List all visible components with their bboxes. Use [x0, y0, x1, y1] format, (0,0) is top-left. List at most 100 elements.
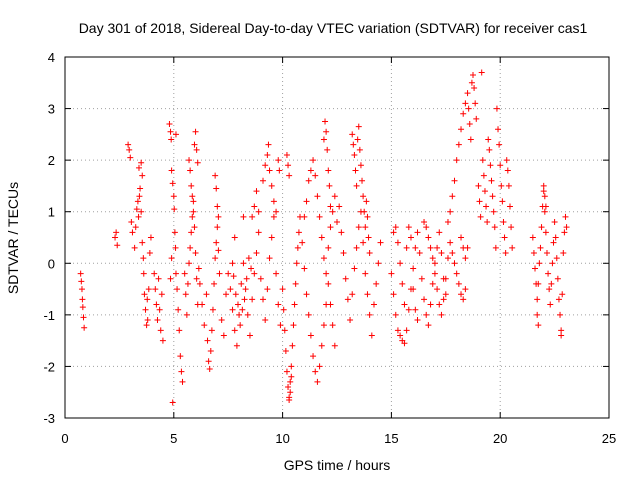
data-point [127, 154, 134, 161]
data-point [190, 208, 197, 215]
data-point [487, 162, 494, 169]
data-point [501, 234, 508, 241]
y-tick-label: 1 [48, 205, 55, 220]
data-point [229, 306, 236, 313]
data-point [563, 224, 570, 231]
data-point [546, 286, 553, 293]
data-point [79, 296, 86, 303]
data-point [529, 234, 536, 241]
data-point [166, 121, 173, 128]
data-point [552, 234, 559, 241]
data-point [172, 244, 179, 251]
data-point [227, 286, 234, 293]
data-point [174, 286, 181, 293]
data-point [213, 185, 220, 192]
y-tick-label: 3 [48, 102, 55, 117]
data-point [392, 311, 399, 318]
data-point [265, 141, 272, 148]
data-point [318, 342, 325, 349]
data-point [388, 270, 395, 277]
y-tick-label: -2 [43, 359, 55, 374]
data-point [453, 270, 460, 277]
data-point [354, 136, 361, 143]
data-point [236, 311, 243, 318]
data-point [253, 249, 260, 256]
data-point [336, 203, 343, 210]
data-point [188, 229, 195, 236]
data-point [368, 332, 375, 339]
data-point [159, 337, 166, 344]
data-point [283, 368, 290, 375]
data-point [216, 270, 223, 277]
data-point [377, 239, 384, 246]
data-point [206, 366, 213, 373]
data-point [290, 322, 297, 329]
data-point [253, 188, 260, 195]
data-point [466, 121, 473, 128]
data-point [360, 239, 367, 246]
data-point [449, 249, 456, 256]
data-point [326, 182, 333, 189]
data-point [390, 229, 397, 236]
data-point [168, 255, 175, 262]
data-point [112, 234, 119, 241]
data-point [245, 255, 252, 262]
data-point [364, 291, 371, 298]
data-point [449, 193, 456, 200]
data-point [243, 275, 250, 282]
data-point [138, 208, 145, 215]
data-point [540, 182, 547, 189]
data-point [414, 229, 421, 236]
data-point [79, 304, 86, 311]
data-point [178, 368, 185, 375]
data-point [484, 219, 491, 226]
data-point [444, 219, 451, 226]
data-point [307, 332, 314, 339]
data-point [355, 224, 362, 231]
data-point [316, 363, 323, 370]
data-point [418, 275, 425, 282]
data-point [240, 213, 247, 220]
data-point [559, 291, 566, 298]
data-point [462, 100, 469, 107]
data-point [503, 157, 510, 164]
data-point [251, 203, 258, 210]
y-tick-label: 0 [48, 256, 55, 271]
data-point [451, 260, 458, 267]
data-point [288, 373, 295, 380]
data-point [314, 378, 321, 385]
data-point [394, 327, 401, 334]
x-tick-label: 10 [275, 431, 289, 446]
data-point [223, 291, 230, 298]
data-point [125, 141, 132, 148]
data-point [442, 275, 449, 282]
data-point [472, 100, 479, 107]
data-point [133, 206, 140, 213]
data-point [361, 208, 368, 215]
data-point [260, 296, 267, 303]
data-point [295, 229, 302, 236]
data-point [429, 280, 436, 287]
y-axis-label: SDTVAR / TECUs [5, 182, 21, 294]
data-point [327, 301, 334, 308]
data-point [78, 278, 85, 285]
data-point [468, 79, 475, 86]
data-point [412, 306, 419, 313]
data-point [175, 306, 182, 313]
data-point [498, 182, 505, 189]
data-point [155, 275, 162, 282]
data-point [225, 270, 232, 277]
plot-frame [64, 56, 610, 419]
data-point [453, 157, 460, 164]
data-point [134, 198, 141, 205]
data-point [230, 273, 237, 280]
data-point [425, 234, 432, 241]
data-point [392, 224, 399, 231]
data-point [451, 177, 458, 184]
data-point [397, 260, 404, 267]
data-point [421, 219, 428, 226]
data-point [273, 208, 280, 215]
data-point [287, 378, 294, 385]
data-point [281, 327, 288, 334]
